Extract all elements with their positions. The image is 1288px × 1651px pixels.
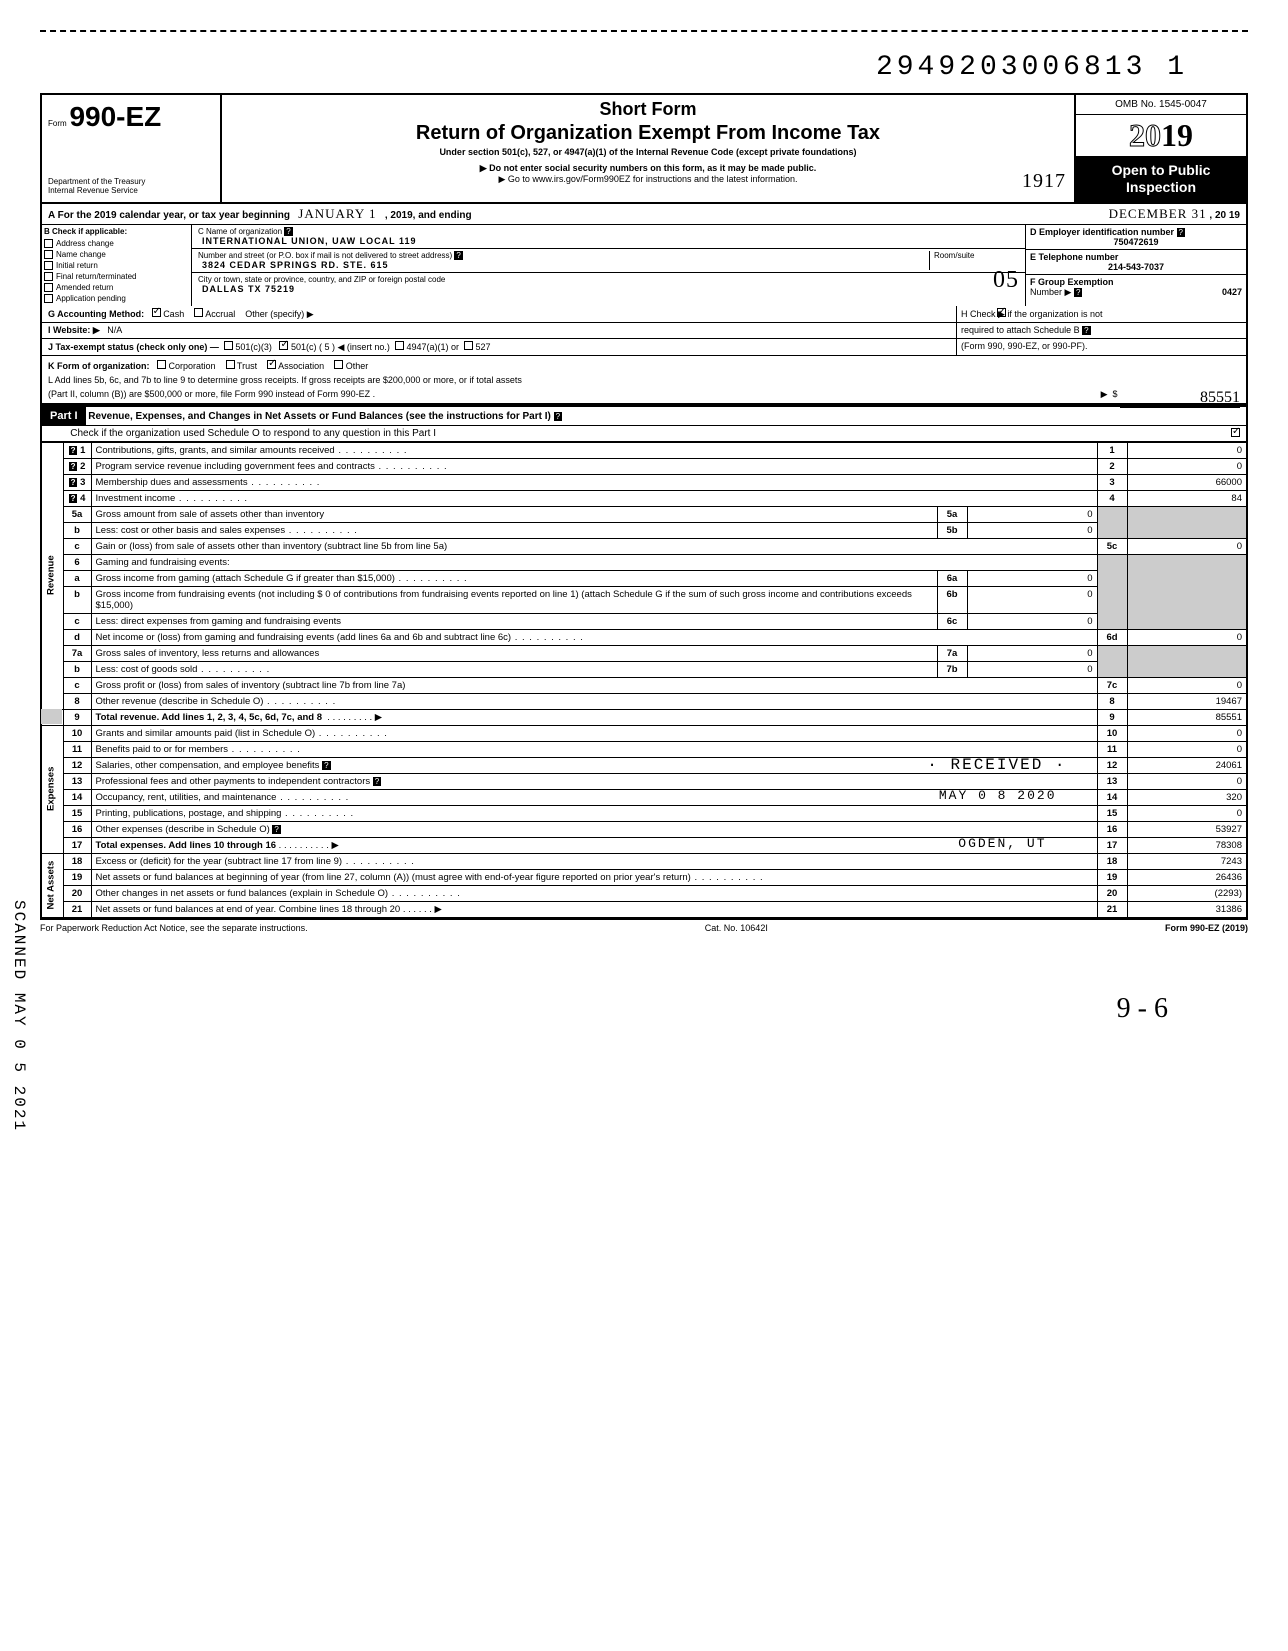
line6c-mid: 0 [967,613,1097,629]
column-c-org-info: C Name of organization ? INTERNATIONAL U… [192,225,1026,306]
line19-val: 26436 [1127,869,1247,885]
cb-accrual[interactable] [194,308,203,317]
form-number: 990-EZ [69,101,161,132]
subtitle-ssn: ▶ Do not enter social security numbers o… [232,163,1064,174]
cb-amended-return[interactable] [44,283,53,292]
row-a-tax-year: A For the 2019 calendar year, or tax yea… [40,202,1248,225]
subtitle-code: Under section 501(c), 527, or 4947(a)(1)… [232,147,1064,157]
line10-val: 0 [1127,725,1247,741]
cb-association[interactable] [267,360,276,369]
ein-value: 750472619 [1030,237,1242,247]
cb-corporation[interactable] [157,360,166,369]
line6a-mid: 0 [967,570,1097,586]
cb-trust[interactable] [226,360,235,369]
cb-501c3[interactable] [224,341,233,350]
cb-4947[interactable] [395,341,404,350]
document-id: 2949203006813 1 [40,30,1248,93]
line3-val: 66000 [1127,474,1247,490]
line7b-mid: 0 [967,661,1097,677]
date-stamp: MAY 0 8 2020 [939,788,1057,803]
cb-501c[interactable] [279,341,288,350]
org-name: INTERNATIONAL UNION, UAW LOCAL 119 [202,236,1019,246]
cb-final-return[interactable] [44,272,53,281]
begin-date: JANUARY 1 [298,206,376,221]
gross-receipts-total: 85551 [1120,389,1240,408]
line1-val: 0 [1127,442,1247,458]
line21-val: 31386 [1127,901,1247,918]
line5b-mid: 0 [967,522,1097,538]
ogden-stamp: OGDEN, UT [958,836,1046,851]
footer: For Paperwork Reduction Act Notice, see … [40,919,1248,933]
part1-check-row: Check if the organization used Schedule … [40,426,1248,442]
line5c-val: 0 [1127,538,1247,554]
form-header: Form 990-EZ Department of the Treasury I… [40,93,1248,202]
cb-schedule-b[interactable] [997,308,1006,317]
open-public-badge: Open to Public Inspection [1076,156,1246,202]
end-date: DECEMBER 31 [1109,206,1207,221]
column-b-checkboxes: B Check if applicable: Address change Na… [42,225,192,306]
expenses-label: Expenses [41,725,63,853]
form-label: Form [48,119,67,128]
short-form-label: Short Form [232,99,1064,120]
footer-left: For Paperwork Reduction Act Notice, see … [40,923,308,933]
row-k-form-org: K Form of organization: Corporation Trus… [40,356,1248,405]
cb-527[interactable] [464,341,473,350]
return-title: Return of Organization Exempt From Incom… [232,122,1064,145]
line7a-mid: 0 [967,645,1097,661]
org-street: 3824 CEDAR SPRINGS RD. STE. 615 [202,260,929,270]
line2-val: 0 [1127,458,1247,474]
cb-address-change[interactable] [44,239,53,248]
cb-cash[interactable] [152,308,161,317]
cb-other-org[interactable] [334,360,343,369]
line15-val: 0 [1127,805,1247,821]
line18-val: 7243 [1127,853,1247,869]
hand-05: 05 [993,267,1019,294]
bottom-handwriting: 9 - 6 [40,933,1248,1025]
row-g-accounting: G Accounting Method: Cash Accrual Other … [40,306,1248,323]
hand-1917: 1917 [1022,170,1066,193]
line11-val: 0 [1127,741,1247,757]
line16-val: 53927 [1127,821,1247,837]
cb-application-pending[interactable] [44,294,53,303]
column-d-ein: D Employer identification number ? 75047… [1026,225,1246,306]
line4-val: 84 [1127,490,1247,506]
line20-val: (2293) [1127,885,1247,901]
line9-val: 85551 [1127,709,1247,725]
scanned-stamp: SCANNED MAY 0 5 2021 [10,900,28,1132]
cb-name-change[interactable] [44,250,53,259]
part1-title: Revenue, Expenses, and Changes in Net As… [88,411,551,422]
part1-table: Revenue ? 1 Contributions, gifts, grants… [40,442,1248,919]
line8-val: 19467 [1127,693,1247,709]
revenue-label: Revenue [41,442,63,709]
org-city: DALLAS TX 75219 [202,284,1019,294]
line7c-val: 0 [1127,677,1247,693]
received-stamp: · RECEIVED · [927,756,1066,774]
line6b-mid: 0 [967,586,1097,613]
section-bcd: B Check if applicable: Address change Na… [40,225,1248,306]
part1-badge: Part I [42,407,86,425]
form-number-box: Form 990-EZ Department of the Treasury I… [42,95,222,202]
group-exemption-number: 0427 [1222,287,1242,297]
netassets-label: Net Assets [41,853,63,918]
dept-irs: Internal Revenue Service [48,187,214,196]
footer-catno: Cat. No. 10642I [705,923,768,933]
telephone-value: 214-543-7037 [1030,262,1242,272]
subtitle-url: ▶ Go to www.irs.gov/Form990EZ for instru… [498,174,797,184]
tax-year: 2019 [1076,115,1246,156]
omb-number: OMB No. 1545-0047 [1076,95,1246,115]
line14-val: 320 [1127,789,1247,805]
cb-schedule-o[interactable] [1231,428,1240,437]
line13-val: 0 [1127,773,1247,789]
row-j-tax-status: J Tax-exempt status (check only one) — 5… [40,339,1248,356]
line5a-mid: 0 [967,506,1097,522]
footer-form: Form 990-EZ (2019) [1165,923,1248,933]
line6d-val: 0 [1127,629,1247,645]
line17-val: 78308 [1127,837,1247,853]
website-value: N/A [107,325,122,335]
cb-initial-return[interactable] [44,261,53,270]
title-box: Short Form Return of Organization Exempt… [222,95,1076,202]
row-i-website: I Website: ▶ N/A required to attach Sche… [40,323,1248,339]
right-header-box: OMB No. 1545-0047 2019 Open to Public In… [1076,95,1246,202]
line12-val: 24061 [1127,757,1247,773]
